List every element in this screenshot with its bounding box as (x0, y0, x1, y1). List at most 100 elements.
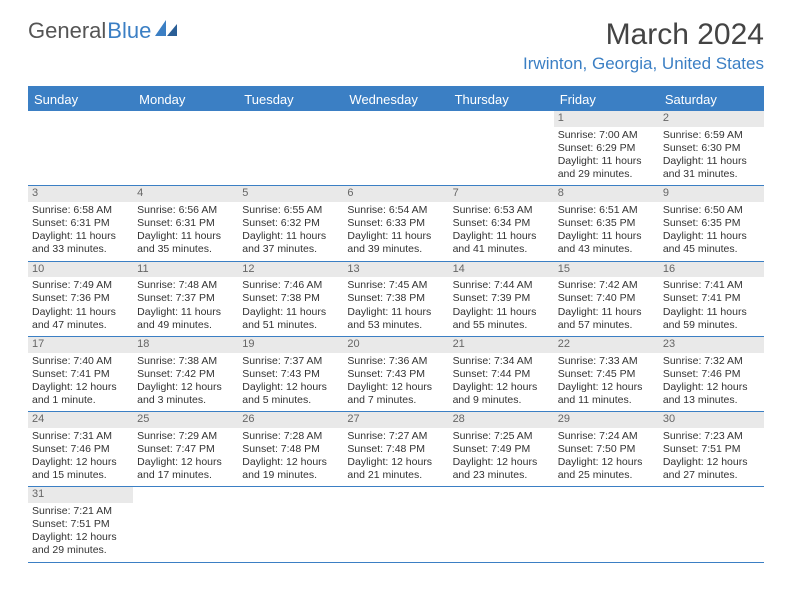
daylight-line: Daylight: 12 hours and 1 minute. (32, 381, 129, 407)
sunrise-line: Sunrise: 6:58 AM (32, 204, 129, 217)
sunrise-line: Sunrise: 7:37 AM (242, 355, 339, 368)
day-number: 19 (238, 337, 343, 353)
day-body: Sunrise: 7:41 AMSunset: 7:41 PMDaylight:… (659, 277, 764, 336)
day-cell-10: 10Sunrise: 7:49 AMSunset: 7:36 PMDayligh… (28, 262, 133, 336)
empty-cell (238, 111, 343, 185)
day-body: Sunrise: 7:27 AMSunset: 7:48 PMDaylight:… (343, 428, 448, 487)
day-body: Sunrise: 7:49 AMSunset: 7:36 PMDaylight:… (28, 277, 133, 336)
day-body: Sunrise: 6:51 AMSunset: 6:35 PMDaylight:… (554, 202, 659, 261)
day-body: Sunrise: 7:00 AMSunset: 6:29 PMDaylight:… (554, 127, 659, 186)
daylight-line: Daylight: 11 hours and 53 minutes. (347, 306, 444, 332)
day-number: 18 (133, 337, 238, 353)
sunrise-line: Sunrise: 7:40 AM (32, 355, 129, 368)
day-number: 23 (659, 337, 764, 353)
sunset-line: Sunset: 7:46 PM (32, 443, 129, 456)
day-cell-16: 16Sunrise: 7:41 AMSunset: 7:41 PMDayligh… (659, 262, 764, 336)
daylight-line: Daylight: 12 hours and 7 minutes. (347, 381, 444, 407)
day-body: Sunrise: 6:56 AMSunset: 6:31 PMDaylight:… (133, 202, 238, 261)
sunrise-line: Sunrise: 7:25 AM (453, 430, 550, 443)
daylight-line: Daylight: 11 hours and 59 minutes. (663, 306, 760, 332)
day-number: 24 (28, 412, 133, 428)
day-cell-24: 24Sunrise: 7:31 AMSunset: 7:46 PMDayligh… (28, 412, 133, 486)
sunrise-line: Sunrise: 7:49 AM (32, 279, 129, 292)
location-label: Irwinton, Georgia, United States (523, 54, 764, 74)
daylight-line: Daylight: 12 hours and 27 minutes. (663, 456, 760, 482)
daylight-line: Daylight: 11 hours and 35 minutes. (137, 230, 234, 256)
sunrise-line: Sunrise: 6:54 AM (347, 204, 444, 217)
day-number: 31 (28, 487, 133, 503)
day-number: 1 (554, 111, 659, 127)
dow-wednesday: Wednesday (343, 88, 448, 111)
sunset-line: Sunset: 6:29 PM (558, 142, 655, 155)
sunset-line: Sunset: 7:48 PM (347, 443, 444, 456)
day-body: Sunrise: 7:29 AMSunset: 7:47 PMDaylight:… (133, 428, 238, 487)
day-cell-23: 23Sunrise: 7:32 AMSunset: 7:46 PMDayligh… (659, 337, 764, 411)
sunset-line: Sunset: 7:36 PM (32, 292, 129, 305)
day-number: 6 (343, 186, 448, 202)
daylight-line: Daylight: 12 hours and 23 minutes. (453, 456, 550, 482)
sunrise-line: Sunrise: 7:32 AM (663, 355, 760, 368)
day-body: Sunrise: 7:45 AMSunset: 7:38 PMDaylight:… (343, 277, 448, 336)
sunrise-line: Sunrise: 7:44 AM (453, 279, 550, 292)
logo-text-2: Blue (107, 18, 151, 44)
daylight-line: Daylight: 11 hours and 47 minutes. (32, 306, 129, 332)
daylight-line: Daylight: 11 hours and 31 minutes. (663, 155, 760, 181)
sunrise-line: Sunrise: 7:48 AM (137, 279, 234, 292)
logo: General Blue (28, 18, 177, 44)
sunrise-line: Sunrise: 7:23 AM (663, 430, 760, 443)
daylight-line: Daylight: 12 hours and 21 minutes. (347, 456, 444, 482)
day-number: 12 (238, 262, 343, 278)
sunrise-line: Sunrise: 6:53 AM (453, 204, 550, 217)
day-number: 26 (238, 412, 343, 428)
sunrise-line: Sunrise: 7:00 AM (558, 129, 655, 142)
daylight-line: Daylight: 12 hours and 3 minutes. (137, 381, 234, 407)
day-cell-28: 28Sunrise: 7:25 AMSunset: 7:49 PMDayligh… (449, 412, 554, 486)
daylight-line: Daylight: 11 hours and 57 minutes. (558, 306, 655, 332)
day-cell-20: 20Sunrise: 7:36 AMSunset: 7:43 PMDayligh… (343, 337, 448, 411)
daylight-line: Daylight: 11 hours and 29 minutes. (558, 155, 655, 181)
sunrise-line: Sunrise: 6:59 AM (663, 129, 760, 142)
day-cell-11: 11Sunrise: 7:48 AMSunset: 7:37 PMDayligh… (133, 262, 238, 336)
day-number: 17 (28, 337, 133, 353)
day-body: Sunrise: 6:53 AMSunset: 6:34 PMDaylight:… (449, 202, 554, 261)
title-block: March 2024 Irwinton, Georgia, United Sta… (523, 18, 764, 74)
sunset-line: Sunset: 7:38 PM (347, 292, 444, 305)
empty-cell (343, 111, 448, 185)
day-number: 13 (343, 262, 448, 278)
day-cell-25: 25Sunrise: 7:29 AMSunset: 7:47 PMDayligh… (133, 412, 238, 486)
sunrise-line: Sunrise: 6:51 AM (558, 204, 655, 217)
day-cell-19: 19Sunrise: 7:37 AMSunset: 7:43 PMDayligh… (238, 337, 343, 411)
sunrise-line: Sunrise: 7:45 AM (347, 279, 444, 292)
day-body: Sunrise: 7:40 AMSunset: 7:41 PMDaylight:… (28, 353, 133, 412)
daylight-line: Daylight: 11 hours and 51 minutes. (242, 306, 339, 332)
day-cell-1: 1Sunrise: 7:00 AMSunset: 6:29 PMDaylight… (554, 111, 659, 185)
week-row: 24Sunrise: 7:31 AMSunset: 7:46 PMDayligh… (28, 412, 764, 487)
day-number: 2 (659, 111, 764, 127)
day-number: 25 (133, 412, 238, 428)
sunrise-line: Sunrise: 7:27 AM (347, 430, 444, 443)
sunset-line: Sunset: 7:38 PM (242, 292, 339, 305)
day-body: Sunrise: 6:50 AMSunset: 6:35 PMDaylight:… (659, 202, 764, 261)
day-number: 11 (133, 262, 238, 278)
sunset-line: Sunset: 6:35 PM (558, 217, 655, 230)
dow-thursday: Thursday (449, 88, 554, 111)
daylight-line: Daylight: 12 hours and 11 minutes. (558, 381, 655, 407)
daylight-line: Daylight: 12 hours and 13 minutes. (663, 381, 760, 407)
dow-friday: Friday (554, 88, 659, 111)
sunrise-line: Sunrise: 7:33 AM (558, 355, 655, 368)
day-number: 4 (133, 186, 238, 202)
day-cell-21: 21Sunrise: 7:34 AMSunset: 7:44 PMDayligh… (449, 337, 554, 411)
sunrise-line: Sunrise: 7:36 AM (347, 355, 444, 368)
daylight-line: Daylight: 11 hours and 39 minutes. (347, 230, 444, 256)
days-of-week-row: SundayMondayTuesdayWednesdayThursdayFrid… (28, 88, 764, 111)
sunset-line: Sunset: 6:31 PM (137, 217, 234, 230)
day-body: Sunrise: 6:54 AMSunset: 6:33 PMDaylight:… (343, 202, 448, 261)
month-title: March 2024 (523, 18, 764, 52)
empty-cell (449, 111, 554, 185)
day-body: Sunrise: 7:31 AMSunset: 7:46 PMDaylight:… (28, 428, 133, 487)
day-body: Sunrise: 7:33 AMSunset: 7:45 PMDaylight:… (554, 353, 659, 412)
sunset-line: Sunset: 7:43 PM (347, 368, 444, 381)
sunrise-line: Sunrise: 7:41 AM (663, 279, 760, 292)
week-row: 17Sunrise: 7:40 AMSunset: 7:41 PMDayligh… (28, 337, 764, 412)
day-cell-2: 2Sunrise: 6:59 AMSunset: 6:30 PMDaylight… (659, 111, 764, 185)
